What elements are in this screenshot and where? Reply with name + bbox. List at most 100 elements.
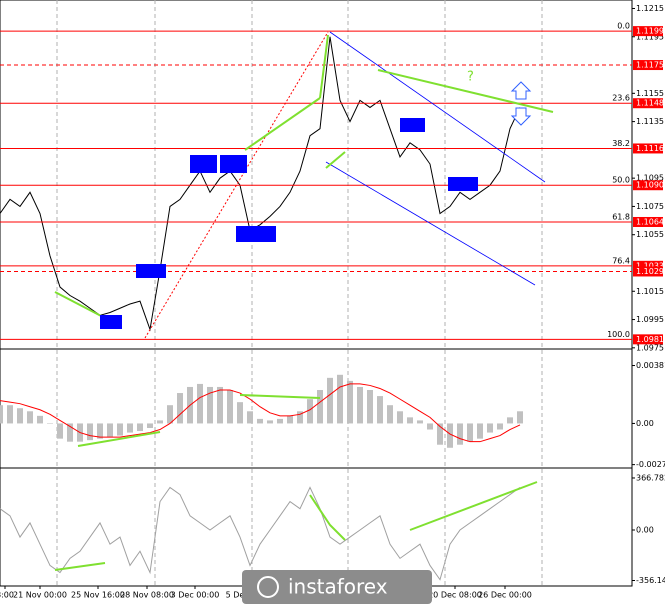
histogram-bar [227,390,233,424]
level-label: 1.1090 [636,181,664,190]
histogram-bar [147,423,153,428]
histogram-bar [107,423,113,438]
y-tick-label: 1.1195 [636,32,664,41]
histogram-bar [47,423,53,424]
fib-label: 38.2 [612,139,630,148]
annotation-text: ? [467,70,474,85]
price-line [0,486,521,581]
x-tick-label: 21 Nov 00:00 [13,591,67,600]
histogram-bar [237,402,243,424]
level-label-box [633,26,663,37]
histogram-bar [477,423,483,439]
level-label-box [633,260,663,271]
x-tick-label: 26 Dec 00:00 [478,591,532,600]
histogram-bar [17,408,23,424]
histogram-bar [127,423,133,433]
watermark-logo [257,576,279,598]
histogram-bar [137,423,143,432]
fib-label: 0.0 [617,22,630,31]
signal-line [0,383,521,443]
level-label: 1.1148 [636,99,664,108]
fib-label: 76.4 [612,256,630,265]
annotations: ? [54,31,554,571]
histogram-bar [327,377,333,424]
histogram-bar [387,405,393,424]
histogram-bar [487,423,493,433]
y-tick-label: -0.00271 [636,460,665,469]
channel-line [329,31,546,183]
histogram-bar [87,423,93,441]
x-tick-label: 28 Nov 08:00 [120,591,174,600]
zones [100,118,478,329]
y-tick-label: 1.1215 [636,4,664,13]
histogram-bar [67,423,73,442]
level-label-box [633,60,663,71]
histogram-bar [7,405,13,424]
histogram-bar [0,405,3,424]
y-tick-label: 1.1055 [636,230,664,239]
histogram-bar [427,423,433,430]
level-label: 1.0981 [636,335,664,344]
histogram-bar [207,386,213,424]
level-label: 1.1033 [636,261,664,270]
level-label: 1.1116 [636,144,664,153]
level-label: 1.1175 [636,61,664,70]
y-tick-label: 1.0995 [636,315,664,324]
y-tick-label: 0.00 [636,419,654,428]
fib-label: 100.0 [607,330,630,339]
y-tick-label: 1.1015 [636,287,664,296]
price-line [0,36,521,332]
histogram-bar [357,386,363,424]
histogram-bar [447,423,453,448]
histogram-bar [287,415,293,424]
histogram-bar [467,423,473,442]
histogram-bar [517,411,523,424]
channel-line [325,161,536,286]
level-label: 1.1064 [636,217,664,226]
histogram-bar [507,417,513,424]
level-label-box [633,266,663,277]
histogram-bar [197,383,203,424]
histogram-bar [277,418,283,424]
x-tick-label: 3 Dec 00:00 [171,591,220,600]
y-tick-label: 1.1075 [636,202,664,211]
y-tick-label: 1.1155 [636,89,664,98]
x-tick-label: 20 Dec 08:00 [428,591,482,600]
y-tick-label: -356.145 [636,576,665,585]
fib-label: 23.6 [612,94,630,103]
level-label-box [633,180,663,191]
histogram-bar [317,390,323,424]
histogram-bar [267,420,273,424]
histogram-bar [37,415,43,424]
histogram-bar [117,423,123,436]
histogram-bar [307,399,313,424]
y-tick-label: 1.1095 [636,174,664,183]
fib-label: 61.8 [612,212,630,221]
level-label: 1.1199 [636,27,664,36]
level-label-box [633,143,663,154]
plot-frame [0,0,633,587]
histogram-bar [407,417,413,424]
y-tick-label: 1.0975 [636,343,664,352]
histogram-bar [167,405,173,424]
fib-baseline [144,31,329,339]
y-tick-label: 0.00381 [636,361,665,370]
level-label-box [633,216,663,227]
histogram-bar [177,393,183,424]
histogram-bar [337,374,343,424]
histogram-bar [247,411,253,424]
histogram-bar [157,420,163,424]
y-tick-label: 1.1135 [636,117,664,126]
histogram-bar [367,390,373,424]
x-tick-label: 8:00 [0,591,14,600]
histogram-bar [377,396,383,424]
fib-label: 50.0 [612,176,630,185]
arrow-up [510,81,532,100]
histogram-bar [27,411,33,424]
histogram-bar [297,411,303,424]
level-label: 1.1029 [636,267,664,276]
x-tick-label: 25 Nov 16:00 [71,591,125,600]
trend-lines [54,34,554,571]
level-label-box [633,334,663,345]
